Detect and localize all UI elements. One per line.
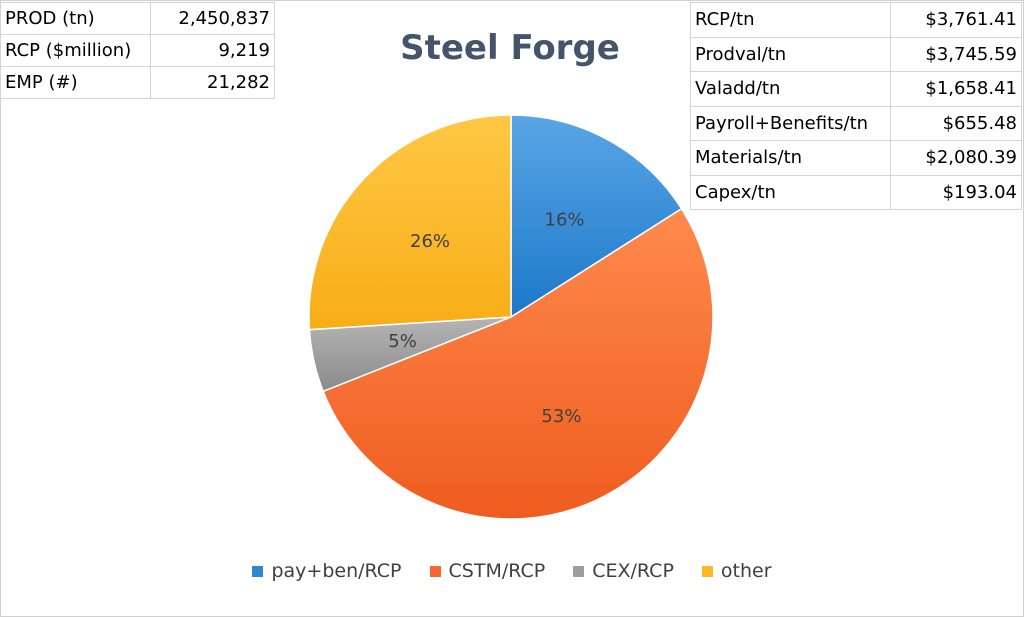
table-cell-value: $3,745.59 <box>890 36 1022 72</box>
table-row: Payroll+Benefits/tn $655.48 <box>690 105 1022 141</box>
table-cell-label: RCP ($million) <box>0 34 151 67</box>
table-row: Materials/tn $2,080.39 <box>690 140 1022 176</box>
table-cell-value: $3,761.41 <box>890 2 1022 38</box>
legend-label: pay+ben/RCP <box>271 560 402 582</box>
legend-label: CEX/RCP <box>592 560 674 582</box>
legend-item: pay+ben/RCP <box>252 560 402 582</box>
table-row: Prodval/tn $3,745.59 <box>690 36 1022 72</box>
data-label: 5% <box>388 331 417 352</box>
table-row: Capex/tn $193.04 <box>690 174 1022 210</box>
legend-label: CSTM/RCP <box>448 560 546 582</box>
table-cell-label: Capex/tn <box>690 174 891 210</box>
data-label: 26% <box>410 231 450 252</box>
pie-slice-pay-ben-rcp <box>510 114 683 319</box>
table-row: RCP ($million) 9,219 <box>0 34 275 67</box>
legend-item: other <box>701 560 772 582</box>
table-cell-label: Payroll+Benefits/tn <box>690 105 891 141</box>
pie-slice-other <box>308 114 512 331</box>
legend-swatch <box>252 565 264 577</box>
legend-item: CEX/RCP <box>573 560 674 582</box>
table-cell-value: $193.04 <box>890 174 1022 210</box>
per-ton-metrics-table: RCP/tn $3,761.41 Prodval/tn $3,745.59 Va… <box>690 2 1022 210</box>
table-cell-value: $655.48 <box>890 105 1022 141</box>
data-label: 53% <box>541 406 581 427</box>
table-cell-label: RCP/tn <box>690 2 891 38</box>
pie-slice-cstm-rcp <box>322 207 714 520</box>
chart-legend: pay+ben/RCP CSTM/RCP CEX/RCP other <box>0 560 1024 582</box>
production-stats-table: PROD (tn) 2,450,837 RCP ($million) 9,219… <box>0 2 275 99</box>
chart-title: Steel Forge <box>400 28 620 68</box>
legend-item: CSTM/RCP <box>429 560 546 582</box>
table-cell-value: $1,658.41 <box>890 71 1022 107</box>
table-cell-value: 21,282 <box>150 66 275 99</box>
table-row: EMP (#) 21,282 <box>0 66 275 99</box>
legend-swatch <box>429 565 441 577</box>
legend-label: other <box>720 560 772 582</box>
data-label: 16% <box>545 210 585 231</box>
table-cell-label: Prodval/tn <box>690 36 891 72</box>
table-row: RCP/tn $3,761.41 <box>690 2 1022 38</box>
legend-swatch <box>573 565 585 577</box>
legend-swatch <box>701 565 713 577</box>
